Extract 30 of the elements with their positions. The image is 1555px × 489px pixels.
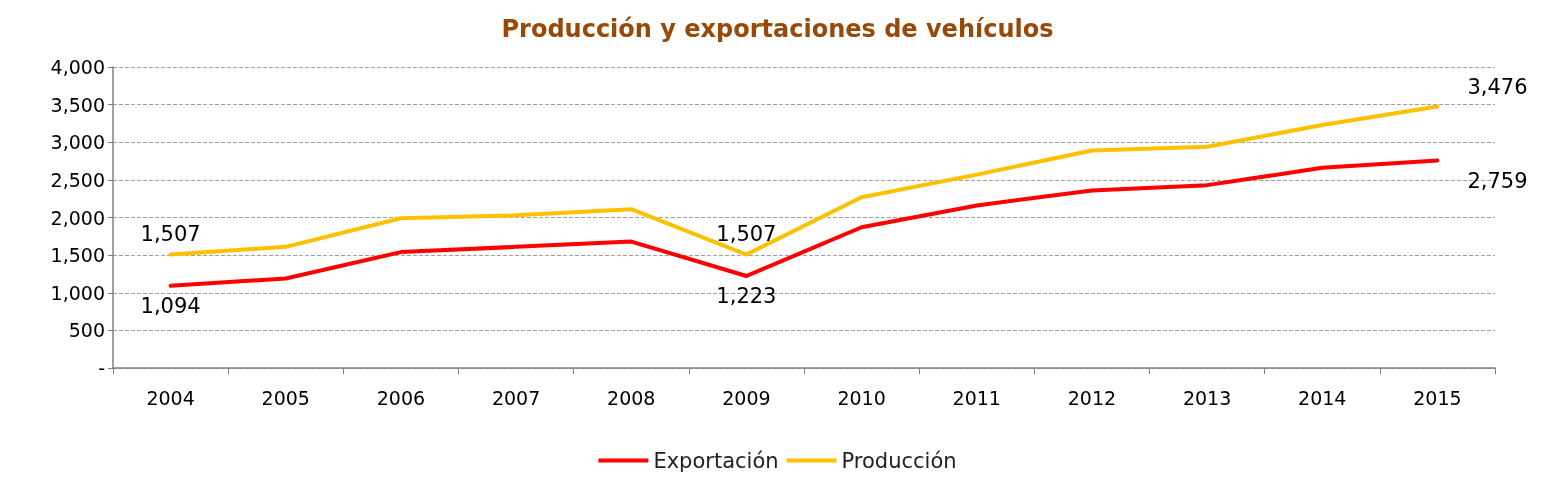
x-tick-label: 2011 [952,386,1001,409]
x-tick-label: 2006 [376,386,426,409]
x-tick-label: 2008 [607,386,656,409]
data-label: 1,094 [140,294,201,319]
y-tick-label: 2,000 [50,206,105,229]
y-tick-label: - [98,357,105,379]
y-tick-label: 3,000 [50,131,105,154]
x-tick-label: 2007 [491,386,541,409]
x-tick-label: 2009 [722,386,771,409]
y-tick-label: 2,500 [50,168,105,191]
data-label: 1,223 [716,284,777,309]
y-tick-label: 500 [68,319,105,342]
x-tick-label: 2012 [1067,386,1117,409]
y-tick-label: 3,500 [50,93,105,116]
x-tick-label: 2005 [261,386,310,409]
chart-title: Producción y exportaciones de vehículos [501,15,1054,43]
x-tick-label: 2010 [837,386,886,409]
legend-label: Exportación [653,448,779,473]
data-label: 3,476 [1467,74,1528,99]
x-tick-label: 2013 [1182,386,1232,409]
data-label: 1,507 [716,222,777,247]
y-tick-label: 1,000 [50,281,105,304]
y-tick-label: 1,500 [50,244,105,267]
x-tick-label: 2004 [146,386,195,409]
data-label: 2,759 [1467,168,1528,193]
data-label: 1,507 [140,222,201,247]
legend-label: Producción [841,448,957,473]
y-tick-label: 4,000 [50,56,105,78]
x-tick-label: 2015 [1413,386,1462,409]
x-tick-label: 2014 [1298,386,1347,409]
